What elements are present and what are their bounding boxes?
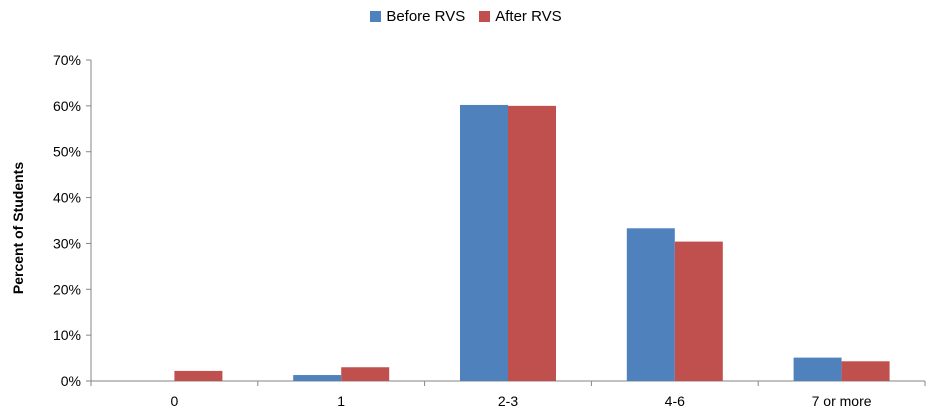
x-tick-label: 7 or more [812,393,872,409]
legend-swatch-before [370,11,382,22]
x-tick-label: 1 [337,393,345,409]
y-tick-label: 10% [53,327,81,343]
x-tick-label: 4-6 [665,393,685,409]
bar-after-2 [508,105,556,381]
legend-swatch-after [479,11,491,22]
y-tick-label: 60% [53,98,81,114]
y-tick-label: 20% [53,281,81,297]
bar-after-3 [674,241,723,381]
bar-before-2 [460,104,508,381]
bar-after-0 [174,370,223,381]
y-tick-label: 70% [53,52,81,68]
bar-after-1 [341,367,390,381]
y-tick-label: 50% [53,144,81,160]
bar-before-4 [793,357,842,381]
legend-item-after: After RVS [479,8,562,25]
x-tick-label: 2-3 [498,393,518,409]
bar-before-3 [626,228,675,381]
legend-item-before: Before RVS [370,8,465,25]
y-tick-label: 0% [61,373,81,389]
bar-before-1 [293,375,342,381]
x-tick-label: 0 [171,393,179,409]
legend: Before RVS After RVS [0,8,932,25]
legend-label-after: After RVS [495,8,562,25]
legend-label-before: Before RVS [386,8,466,25]
y-tick-label: 40% [53,190,81,206]
y-tick-label: 30% [53,235,81,251]
bar-after-4 [841,361,890,381]
